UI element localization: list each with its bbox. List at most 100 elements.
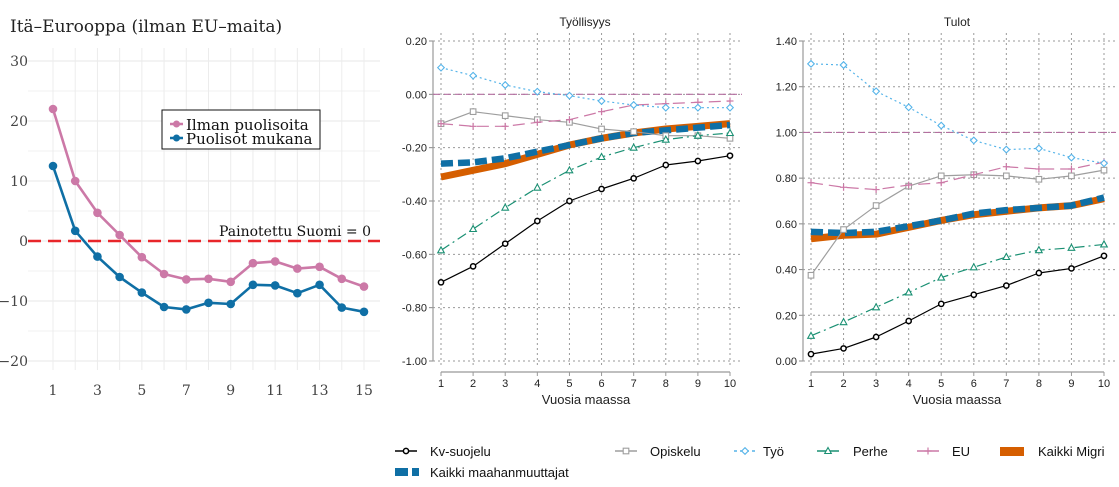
x-tick-label: 9: [695, 378, 701, 390]
data-point: [226, 277, 236, 287]
marker-circle: [694, 157, 702, 165]
series-line-kaikki-migri: [810, 195, 1105, 243]
data-point: [293, 288, 302, 298]
mid-x-axis-label: Vuosia maassa: [542, 392, 631, 407]
data-point: [337, 274, 347, 284]
marker-square: [840, 226, 847, 233]
series-line-perhe: [810, 243, 1105, 337]
x-tick-label: 5: [938, 378, 944, 390]
marker-circle: [807, 350, 815, 358]
data-point: [293, 264, 302, 273]
x-tick-label: 10: [1098, 378, 1110, 390]
marker-circle: [726, 152, 734, 160]
x-tick-label: 4: [906, 378, 912, 390]
marker-circle: [1068, 265, 1075, 272]
y-tick-label: 0.00: [776, 356, 797, 368]
marker-diamond: [1002, 145, 1011, 154]
marker-square: [905, 182, 913, 190]
left-y-axis: 30 20 10 0 −10 −20: [0, 54, 28, 370]
x-tick-label: 15: [355, 383, 373, 399]
data-point: [337, 303, 347, 312]
series-line-opiskelu: [440, 111, 731, 139]
data-point: [204, 298, 213, 308]
marker-circle: [662, 161, 670, 169]
left-chart: Itä–Eurooppa (ilman EU–maita) 30 20 10 0 −10…: [0, 17, 380, 399]
legend-swatch: [412, 468, 419, 476]
marker-triangle: [1067, 243, 1076, 251]
y-tick-label: 1.40: [776, 36, 797, 48]
marker-triangle: [436, 245, 446, 254]
marker-triangle: [468, 224, 478, 233]
data-point: [115, 230, 124, 240]
marker-diamond: [436, 63, 446, 72]
left-reference-label: Painotettu Suomi = 0: [219, 224, 371, 240]
y-tick-label: 1.00: [776, 127, 797, 139]
series-line-kv-suojelu: [810, 255, 1105, 355]
marker-triangle: [1002, 252, 1011, 261]
x-tick-label: 1: [438, 378, 444, 390]
marker-diamond: [565, 91, 574, 100]
marker-triangle: [871, 302, 881, 311]
series-line-kaikki-migri: [440, 120, 731, 181]
marker-diamond: [937, 121, 946, 130]
left-legend-marker-0: [173, 120, 180, 128]
left-chart-title: Itä–Eurooppa (ilman EU–maita): [10, 17, 282, 37]
marker-circle: [402, 447, 410, 455]
left-legend-label-0: Ilman puolisoita: [186, 116, 309, 134]
y-tick-label: -0.40: [402, 196, 427, 208]
y-tick-label: -0.20: [402, 143, 427, 155]
marker-circle: [937, 300, 945, 308]
x-tick-label: 7: [631, 378, 637, 390]
marker-triangle: [969, 262, 979, 271]
data-point: [359, 307, 369, 317]
marker-diamond: [969, 136, 978, 145]
left-legend-label-1: Puolisot mukana: [186, 130, 312, 148]
x-tick-label: 6: [598, 378, 604, 390]
marker-triangle: [806, 331, 816, 339]
marker-diamond: [597, 96, 606, 106]
marker-square: [630, 128, 638, 136]
data-point: [204, 274, 213, 284]
series-line-kaikki-maahanmuuttajat: [440, 121, 731, 167]
mid-series: [433, 63, 742, 286]
x-tick-label: 7: [1003, 378, 1009, 390]
marker-circle: [970, 291, 978, 299]
series-line-kaikki-maahanmuuttajat: [810, 194, 1105, 237]
data-point: [137, 288, 147, 297]
data-point: [159, 269, 169, 279]
x-tick-label: 8: [663, 378, 669, 390]
mid-grid: [433, 33, 742, 365]
marker-square: [726, 134, 734, 142]
marker-square: [1068, 172, 1075, 180]
legend-item-eu: EU: [917, 444, 970, 459]
x-tick-label: 4: [534, 378, 540, 390]
marker-circle: [566, 197, 573, 205]
marker-circle: [501, 240, 509, 248]
x-tick-label: 2: [840, 378, 846, 390]
series-line-eu: [810, 161, 1105, 191]
marker-triangle: [693, 131, 703, 139]
marker-circle: [598, 185, 605, 193]
x-tick-label: 5: [137, 383, 146, 399]
legend-swatch: [1000, 447, 1024, 456]
marker-square: [807, 271, 815, 279]
marker-triangle: [839, 317, 848, 326]
legend-label: Kv-suojelu: [430, 444, 491, 459]
x-tick-label: 10: [724, 378, 736, 390]
right-grid: [803, 33, 1116, 365]
x-tick-label: 6: [971, 378, 977, 390]
x-tick-label: 13: [311, 383, 329, 399]
marker-square: [970, 171, 978, 179]
marker-square: [469, 108, 477, 116]
data-point: [48, 161, 58, 171]
left-legend-marker-1: [173, 134, 180, 142]
marker-triangle: [904, 287, 913, 296]
marker-triangle: [725, 128, 735, 137]
right-axes: 1.40 1.20 1.00 0.80 0.60 0.40 0.20 0.00 1 2 3 4 5 6 7 8…: [776, 36, 1111, 390]
data-point: [226, 299, 236, 309]
marker-diamond: [872, 87, 881, 96]
marker-diamond: [839, 60, 848, 70]
y-tick-label: −10: [0, 294, 28, 310]
marker-diamond: [806, 59, 816, 68]
marker-square: [566, 118, 573, 126]
